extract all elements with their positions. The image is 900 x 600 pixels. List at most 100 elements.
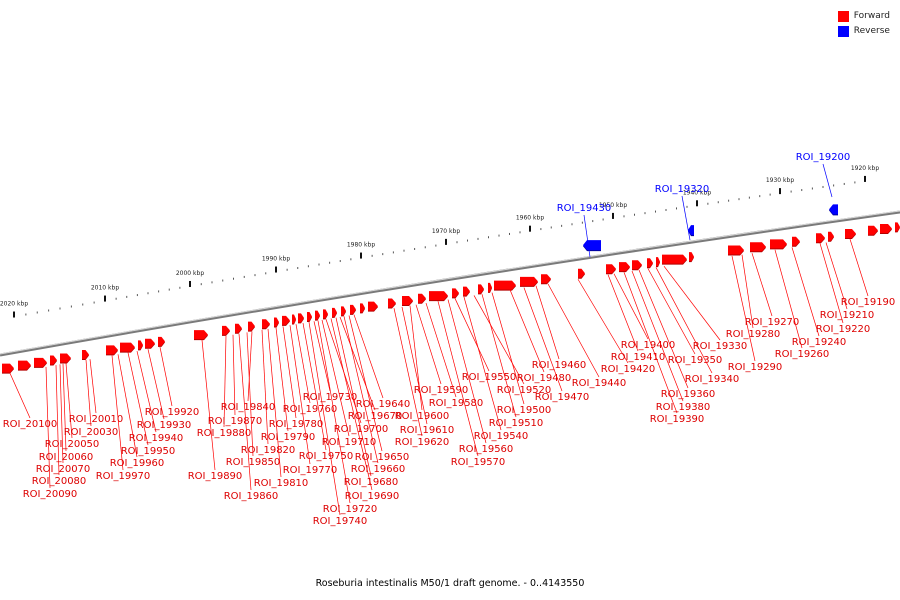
forward-label-leader — [321, 319, 350, 437]
forward-gene-label: ROI_19520 — [497, 385, 552, 396]
forward-gene — [728, 245, 744, 255]
scale-minor-tick — [147, 292, 149, 295]
forward-gene-label: ROI_20080 — [32, 476, 87, 487]
forward-label-leader — [663, 265, 721, 341]
forward-label-leader — [577, 279, 629, 364]
forward-label-leader — [136, 350, 157, 433]
scale-minor-tick — [769, 193, 771, 196]
forward-label-leader — [607, 274, 639, 352]
scale-tick-mark — [104, 295, 106, 302]
forward-gene-label: ROI_19880 — [197, 428, 252, 439]
forward-label-leader — [65, 363, 73, 439]
legend-forward-label: Forward — [853, 11, 890, 21]
forward-gene-label: ROI_19690 — [345, 491, 400, 502]
forward-label-leader — [223, 335, 227, 428]
forward-gene-label: ROI_19640 — [356, 399, 411, 410]
forward-gene — [619, 262, 630, 272]
forward-label-leader — [473, 295, 525, 385]
forward-gene-label: ROI_19790 — [261, 432, 316, 443]
forward-gene — [138, 340, 143, 350]
scale-tick-mark — [696, 200, 698, 207]
forward-label-leader — [282, 326, 297, 419]
forward-gene — [315, 310, 320, 320]
scale-tick-mark — [779, 188, 781, 195]
scale-minor-tick — [115, 297, 117, 300]
forward-gene — [452, 288, 459, 298]
forward-gene-label: ROI_19650 — [355, 452, 410, 463]
forward-gene — [248, 321, 255, 331]
reverse-swatch — [837, 25, 849, 37]
scale-minor-tick — [561, 224, 563, 227]
reverse-gene-label: ROI_19320 — [655, 184, 710, 195]
forward-gene-label: ROI_19610 — [400, 425, 455, 436]
scale-minor-tick — [488, 236, 489, 239]
forward-gene — [145, 338, 155, 348]
forward-gene-label: ROI_19750 — [299, 451, 354, 462]
scale-minor-tick — [477, 237, 479, 240]
scale-minor-tick — [602, 218, 604, 221]
forward-label-leader — [437, 301, 479, 457]
forward-gene — [868, 225, 878, 235]
forward-label-leader — [9, 373, 31, 419]
scale-minor-tick — [200, 283, 202, 286]
forward-gene — [656, 257, 660, 267]
scale-tick-mark — [275, 266, 277, 273]
forward-gene-label: ROI_19740 — [313, 516, 368, 527]
forward-label-leader — [415, 304, 442, 385]
forward-gene-label: ROI_20030 — [64, 427, 119, 438]
forward-label-leader — [638, 269, 689, 389]
forward-gene-label: ROI_19890 — [188, 471, 243, 482]
forward-label-leader — [535, 285, 560, 360]
forward-label-leader — [547, 283, 600, 378]
reverse-gene — [583, 240, 601, 251]
forward-gene-label: ROI_19770 — [283, 465, 338, 476]
forward-gene — [332, 307, 337, 317]
gene-labels: ROI_19430 ROI_19320 ROI_19200 ROI_20100 ROI_… — [3, 152, 896, 527]
scale-minor-tick — [790, 190, 792, 193]
forward-gene — [770, 239, 787, 249]
forward-label-leader — [348, 315, 383, 452]
forward-gene-label: ROI_19810 — [254, 478, 309, 489]
forward-gene — [106, 345, 118, 355]
scale-tick-label: 1940 kbp — [683, 189, 711, 196]
forward-label-leader — [454, 298, 490, 372]
forward-gene-label: ROI_19960 — [110, 458, 165, 469]
forward-label-leader — [159, 347, 173, 407]
forward-gene — [689, 252, 694, 262]
forward-gene-label: ROI_19240 — [792, 337, 847, 348]
forward-gene-label: ROI_19780 — [269, 419, 324, 430]
forward-gene-label: ROI_19710 — [322, 437, 377, 448]
forward-label-leader — [59, 364, 64, 464]
forward-label-leader — [447, 299, 487, 444]
forward-gene — [298, 313, 304, 323]
forward-gene-label: ROI_19570 — [451, 457, 506, 468]
scale-tick-label: 1960 kbp — [516, 215, 544, 222]
scale-minor-tick — [424, 246, 426, 249]
forward-gene-label: ROI_19330 — [693, 341, 748, 352]
forward-gene-label: ROI_19460 — [532, 360, 587, 371]
genome-backbone-highlight — [0, 210, 900, 355]
scale-minor-tick — [318, 263, 320, 266]
forward-label-leader — [509, 289, 545, 373]
forward-gene — [18, 360, 31, 370]
forward-gene — [463, 286, 470, 296]
scale-tick-mark — [445, 238, 447, 245]
forward-gene — [341, 306, 346, 316]
forward-gene — [895, 222, 900, 232]
scale-tick-label: 1970 kbp — [432, 228, 460, 235]
forward-gene-label: ROI_19210 — [820, 310, 875, 321]
forward-label-leader — [317, 320, 351, 504]
forward-gene-label: ROI_19290 — [728, 362, 783, 373]
forward-label-leader — [55, 365, 60, 476]
forward-label-leader — [393, 308, 423, 437]
scale-minor-tick — [519, 231, 521, 234]
forward-gene-label: ROI_20090 — [23, 489, 78, 500]
forward-label-leader — [62, 363, 67, 452]
scale-tick-mark — [529, 225, 531, 232]
forward-label-leader — [774, 249, 803, 349]
forward-gene — [488, 282, 492, 292]
scale-minor-tick — [233, 277, 234, 280]
forward-label-leader — [238, 333, 252, 491]
forward-label-leader — [247, 331, 253, 402]
forward-label-leader — [741, 254, 754, 329]
